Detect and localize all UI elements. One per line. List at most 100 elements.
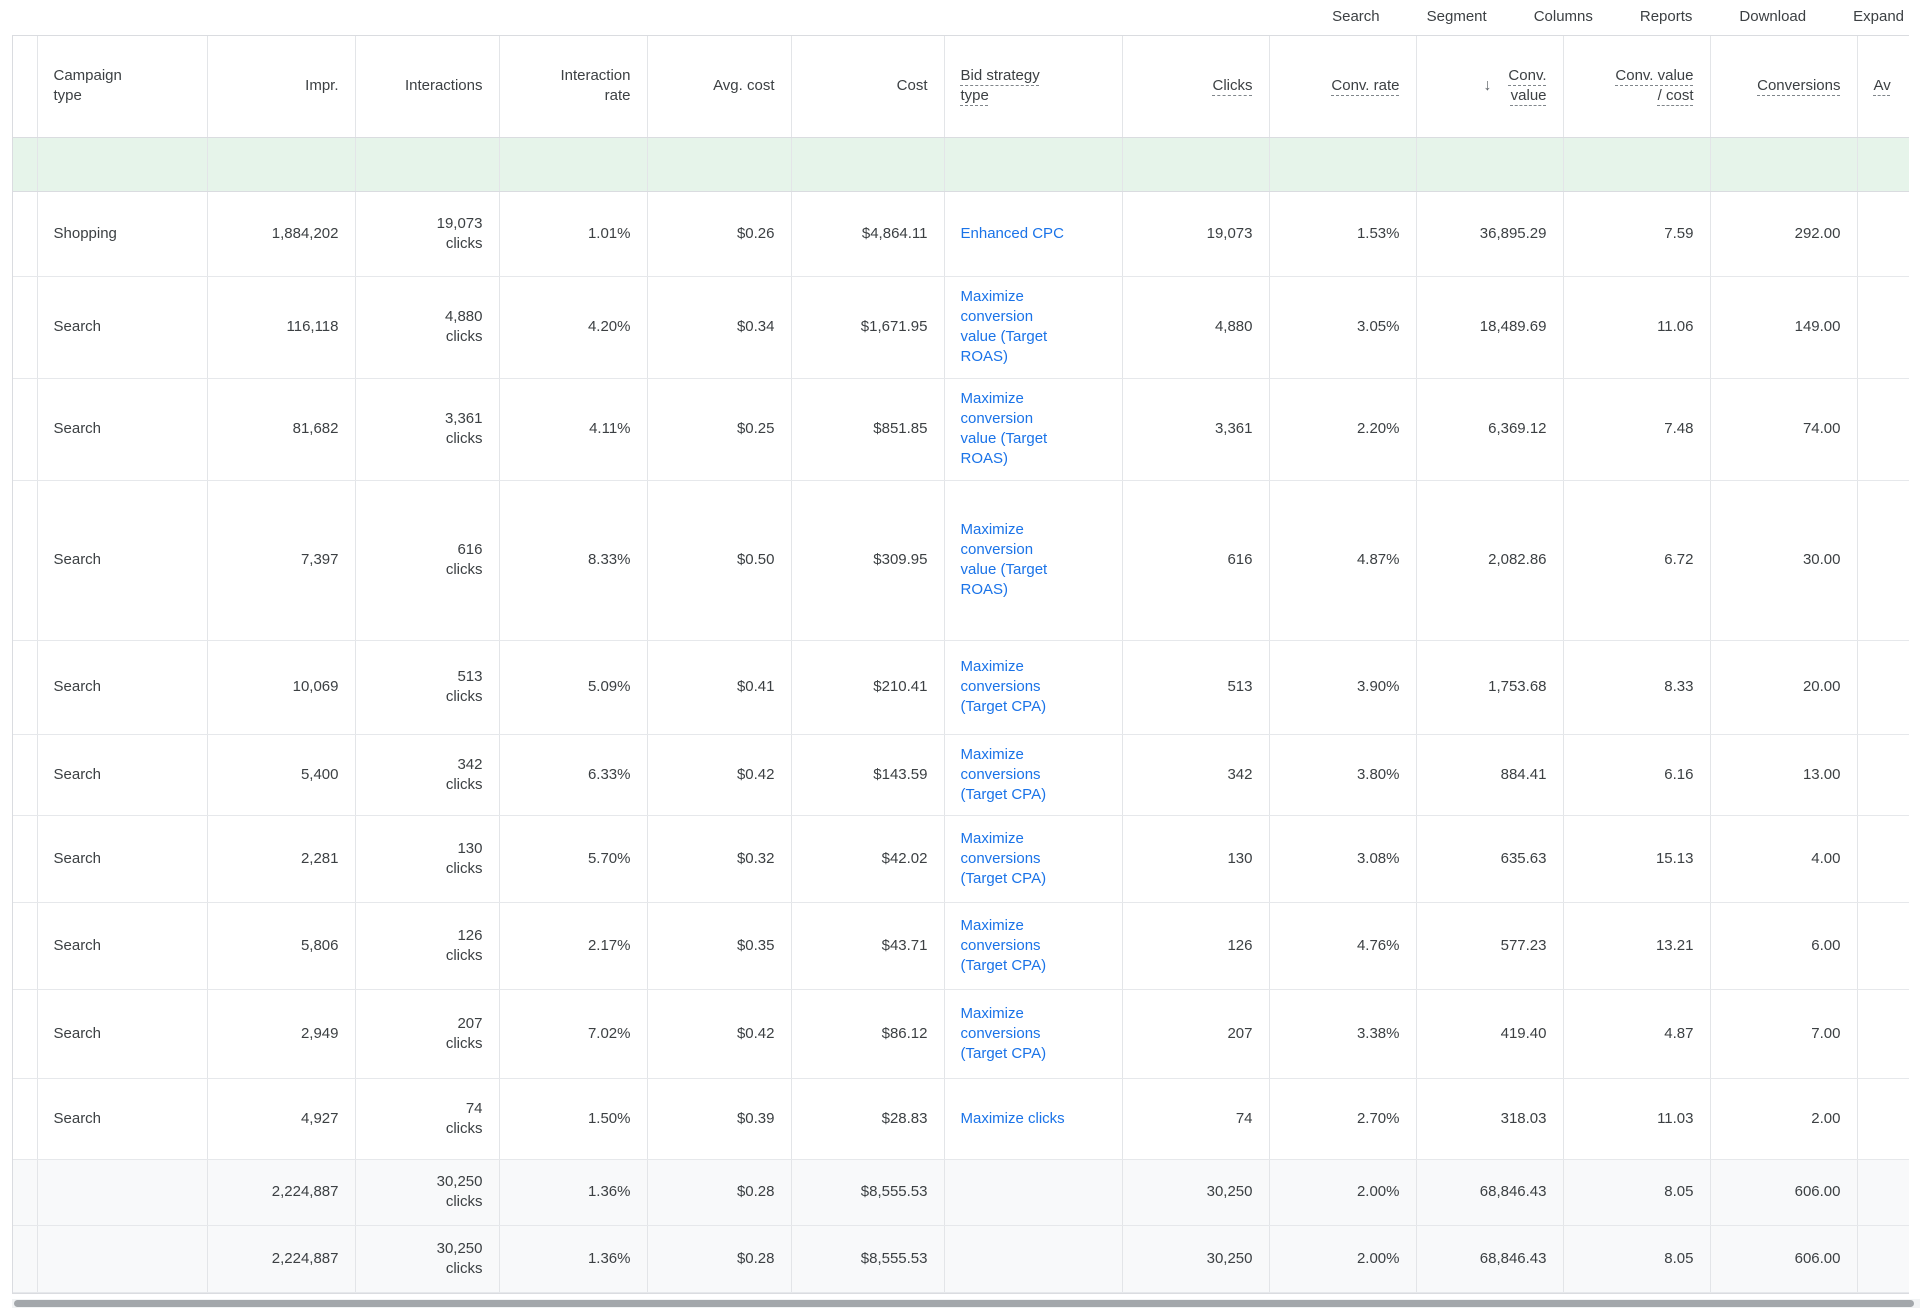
bid-strategy-link[interactable]: Enhanced CPC — [960, 224, 1064, 242]
impr-cell: 10,069 — [207, 640, 356, 735]
bid-strategy-link[interactable]: Maximize conversion value (Target ROAS) — [960, 390, 1048, 467]
column-header-conversions[interactable]: Conversions — [1710, 36, 1858, 138]
toolbar-expand-button[interactable]: Expand — [1853, 8, 1904, 25]
toolbar-columns-button[interactable]: Columns — [1533, 8, 1593, 25]
conversions-cell: 74.00 — [1710, 378, 1858, 481]
conv-value-cell: 18,489.69 — [1416, 276, 1564, 379]
conversions-cell: 4.00 — [1710, 815, 1858, 903]
interactions-count: 74 — [465, 1099, 483, 1117]
conv-value-per-cost-cell: 11.06 — [1563, 276, 1711, 379]
column-header-label: Impr. — [305, 77, 339, 95]
filter-summary-cell — [499, 137, 648, 192]
clicks-cell: 19,073 — [1122, 191, 1270, 277]
horizontal-scrollbar-thumb[interactable] — [14, 1300, 1914, 1307]
avg-cost-cell: $0.35 — [647, 902, 792, 990]
interactions-cell: 207 clicks — [355, 989, 500, 1079]
bid-strategy-link[interactable]: Maximize conversions (Target CPA) — [960, 916, 1047, 974]
impr-cell: 2,949 — [207, 989, 356, 1079]
bid-strategy-link[interactable]: Maximize conversions (Target CPA) — [960, 745, 1047, 803]
column-header-interaction_rate[interactable]: Interaction rate — [499, 36, 648, 138]
conv-rate-cell: 2.00% — [1269, 1225, 1417, 1293]
avg-cost-cell: $0.32 — [647, 815, 792, 903]
interactions-cell: 342 clicks — [355, 734, 500, 816]
filter-summary-cell — [791, 137, 945, 192]
column-header-impr[interactable]: Impr. — [207, 36, 356, 138]
cost-cell: $1,671.95 — [791, 276, 945, 379]
row-select-cell — [13, 480, 38, 641]
table-row: Search 2,949 207 clicks 7.02% $0.42 $86.12 Maxi… — [13, 989, 1909, 1079]
bid-strategy-link[interactable]: Maximize conversions (Target CPA) — [960, 658, 1047, 715]
conversions-cell: 6.00 — [1710, 902, 1858, 990]
conv-rate-cell: 3.05% — [1269, 276, 1417, 379]
bid-strategy-type-cell: Maximize clicks — [944, 1078, 1123, 1160]
bid-strategy-type-cell: Maximize conversions (Target CPA) — [944, 902, 1123, 990]
clicks-cell: 30,250 — [1122, 1159, 1270, 1226]
cost-cell: $28.83 — [791, 1078, 945, 1160]
bid-strategy-link[interactable]: Maximize conversion value (Target ROAS) — [960, 288, 1048, 365]
conv-value-cell: 6,369.12 — [1416, 378, 1564, 481]
av-cell — [1857, 1225, 1909, 1293]
campaign-type-cell: Search — [37, 815, 208, 903]
interactions-count: 126 — [457, 926, 483, 944]
conv-value-per-cost-cell: 13.21 — [1563, 902, 1711, 990]
impr-cell: 2,281 — [207, 815, 356, 903]
column-header-bid_strategy_type[interactable]: Bid strategy type — [944, 36, 1123, 138]
filter-summary-cell — [647, 137, 792, 192]
row-select-cell — [13, 1078, 38, 1160]
row-select-cell — [13, 902, 38, 990]
toolbar-reports-button[interactable]: Reports — [1639, 8, 1693, 25]
column-header-label: Cost — [896, 77, 928, 95]
filter-summary-cell — [1563, 137, 1711, 192]
column-header-campaign_type[interactable]: Campaign type — [37, 36, 208, 138]
av-cell — [1857, 276, 1909, 379]
filter-summary-cell — [944, 137, 1123, 192]
clicks-cell: 126 — [1122, 902, 1270, 990]
avg-cost-cell: $0.39 — [647, 1078, 792, 1160]
interactions-cell: 130 clicks — [355, 815, 500, 903]
impr-cell: 81,682 — [207, 378, 356, 481]
column-header-conv_rate[interactable]: Conv. rate — [1269, 36, 1417, 138]
interaction-rate-cell: 1.01% — [499, 191, 648, 277]
horizontal-scrollbar-track[interactable] — [12, 1299, 1920, 1308]
bid-strategy-type-cell: Maximize conversion value (Target ROAS) — [944, 480, 1123, 641]
toolbar-segment-button[interactable]: Segment — [1426, 8, 1487, 25]
bid-strategy-link[interactable]: Maximize conversion value (Target ROAS) — [960, 521, 1048, 598]
clicks-cell: 616 — [1122, 480, 1270, 641]
bid-strategy-type-cell: Maximize conversions (Target CPA) — [944, 734, 1123, 816]
sort-descending-icon: ↓ — [1483, 77, 1492, 95]
conv-rate-cell: 4.76% — [1269, 902, 1417, 990]
conv-value-per-cost-cell: 11.03 — [1563, 1078, 1711, 1160]
column-header-interactions[interactable]: Interactions — [355, 36, 500, 138]
interaction-rate-cell: 7.02% — [499, 989, 648, 1079]
bid-strategy-link[interactable]: Maximize conversions (Target CPA) — [960, 1004, 1047, 1062]
campaign-type-cell: Search — [37, 276, 208, 379]
column-header-cost[interactable]: Cost — [791, 36, 945, 138]
interactions-unit: clicks — [445, 1259, 483, 1277]
cost-cell: $851.85 — [791, 378, 945, 481]
column-header-conv_value[interactable]: ↓ Conv. value — [1416, 36, 1564, 138]
filter-summary-row — [13, 137, 1909, 192]
toolbar-download-button[interactable]: Download — [1739, 8, 1807, 25]
toolbar-search-button[interactable]: Search — [1332, 8, 1380, 25]
conversions-cell: 292.00 — [1710, 191, 1858, 277]
column-header-conv_value_per_cost[interactable]: Conv. value / cost — [1563, 36, 1711, 138]
clicks-cell: 207 — [1122, 989, 1270, 1079]
conversions-cell: 20.00 — [1710, 640, 1858, 735]
bid-strategy-type-cell: Maximize conversions (Target CPA) — [944, 640, 1123, 735]
cost-cell: $42.02 — [791, 815, 945, 903]
table-row: Search 5,400 342 clicks 6.33% $0.42 $143.59 Max… — [13, 734, 1909, 816]
avg-cost-cell: $0.28 — [647, 1225, 792, 1293]
bid-strategy-type-cell — [944, 1225, 1123, 1293]
bid-strategy-link[interactable]: Maximize conversions (Target CPA) — [960, 829, 1047, 887]
conv-value-cell: 68,846.43 — [1416, 1225, 1564, 1293]
av-cell — [1857, 378, 1909, 481]
column-header-clicks[interactable]: Clicks — [1122, 36, 1270, 138]
campaigns-table: Campaign type Impr. Interactions Interactio… — [13, 36, 1909, 1293]
interactions-cell: 513 clicks — [355, 640, 500, 735]
interactions-unit: clicks — [445, 859, 483, 877]
column-header-avg_cost[interactable]: Avg. cost — [647, 36, 792, 138]
column-header-av[interactable]: Av — [1857, 36, 1909, 138]
impr-cell: 5,806 — [207, 902, 356, 990]
table-header-row: Campaign type Impr. Interactions Interactio… — [13, 36, 1909, 138]
bid-strategy-link[interactable]: Maximize clicks — [960, 1109, 1065, 1127]
